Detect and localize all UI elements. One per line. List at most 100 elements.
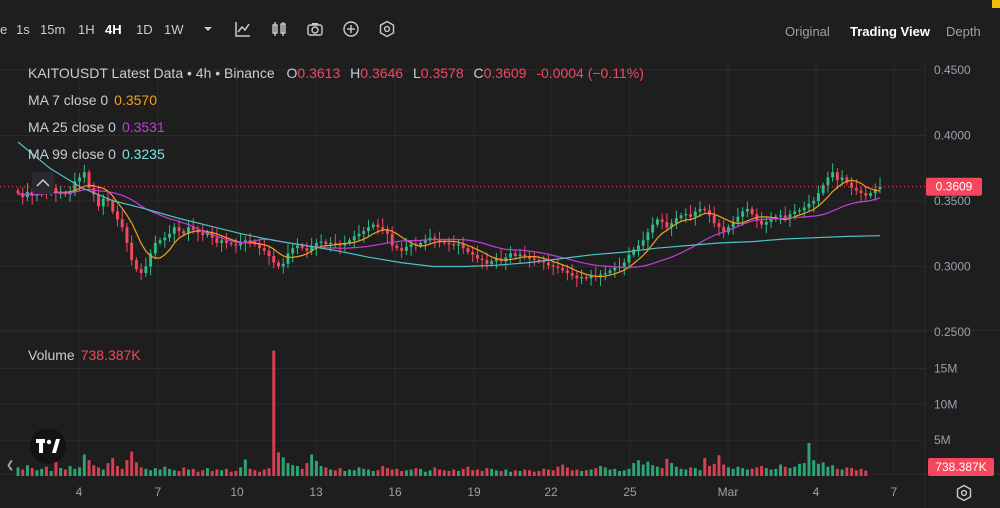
candle-body (722, 227, 726, 233)
interval-1d[interactable]: 1D (136, 22, 153, 37)
candle-body (428, 237, 432, 241)
candle-body (310, 246, 314, 251)
volume-bar (665, 458, 669, 476)
camera-icon[interactable] (306, 20, 324, 38)
candle-body (35, 194, 39, 196)
volume-bar (551, 470, 555, 476)
settings-hex-icon[interactable] (378, 20, 396, 38)
volume-bar (234, 470, 238, 476)
volume-bar (229, 471, 233, 476)
volume-bar (92, 465, 96, 476)
tab-depth[interactable]: Depth (946, 24, 981, 39)
volume-bar (134, 462, 138, 476)
interval-1s[interactable]: 1s (16, 22, 30, 37)
candle-body (248, 240, 252, 242)
tab-trading-view[interactable]: Trading View (850, 24, 930, 39)
dropdown-caret-icon[interactable] (202, 22, 220, 40)
volume-bar (589, 469, 593, 476)
candle-body (717, 223, 721, 228)
interval-4h[interactable]: 4H (105, 22, 122, 37)
volume-bar (54, 461, 58, 476)
last-volume-label: 738.387K (935, 460, 986, 474)
add-icon[interactable] (342, 20, 360, 38)
volume-bar (319, 465, 323, 476)
candle-body (163, 237, 167, 241)
candle-body (92, 187, 96, 195)
volume-bar (172, 470, 176, 476)
high-value: 0.3646 (360, 65, 404, 81)
volume-bar (101, 469, 105, 476)
candle-body (665, 221, 669, 228)
chart-settings-gear-icon[interactable] (955, 484, 973, 502)
candle-body (54, 187, 58, 194)
candle-body (570, 273, 574, 276)
volume-bar (452, 469, 456, 476)
price-tick-label: 0.3000 (934, 260, 971, 274)
volume-bar (385, 468, 389, 476)
interval-1h[interactable]: 1H (78, 22, 95, 37)
candle-body (689, 214, 693, 217)
candle-body (641, 240, 645, 246)
volume-bar (584, 470, 588, 476)
candle-body (16, 190, 20, 194)
candle-body (565, 270, 569, 274)
candle-body (168, 233, 172, 238)
interval-1w[interactable]: 1W (164, 22, 184, 37)
price-tick-label: 0.2500 (934, 325, 971, 339)
candle-body (343, 242, 347, 246)
candle-body (760, 220, 764, 225)
volume-bar (509, 471, 513, 476)
volume-bar (712, 463, 716, 476)
volume-bar (243, 459, 247, 476)
candle-body (144, 266, 148, 274)
volume-bar (736, 466, 740, 476)
candle-body (106, 198, 110, 201)
volume-bar (286, 463, 290, 476)
interval-partial[interactable]: e (0, 22, 8, 37)
candle-body (561, 267, 565, 271)
candle-body (779, 215, 783, 217)
time-tick-label: 10 (230, 485, 244, 499)
volume-bar (97, 467, 100, 476)
volume-bar (343, 470, 347, 476)
candle-body (869, 193, 872, 196)
candle-body (636, 245, 640, 250)
candle-body (580, 276, 584, 279)
candle-body (395, 245, 399, 249)
volume-bar (546, 469, 550, 476)
candle-body (679, 215, 683, 219)
candle-body (831, 172, 835, 178)
candle-body (684, 214, 688, 216)
candle-body (750, 208, 754, 215)
scroll-left-icon[interactable]: ❮ (6, 460, 15, 471)
tab-original[interactable]: Original (785, 24, 830, 39)
candle-type-icon[interactable] (270, 20, 288, 38)
volume-bar (646, 461, 650, 476)
ma99-label: MA 99 close 0 (28, 146, 116, 162)
volume-bar (239, 467, 243, 476)
candle-body (305, 248, 309, 251)
volume-bar (565, 467, 569, 476)
price-chart[interactable]: 0.4500 0.4000 0.3500 0.3000 0.2500 15M 10M 5M 4 7… (0, 62, 1000, 508)
interval-15m[interactable]: 15m (40, 22, 66, 37)
ma99-line (17, 141, 881, 268)
volume-bar (158, 469, 162, 476)
candle-body (878, 186, 882, 190)
indicators-icon[interactable] (234, 20, 252, 38)
volume-bar (622, 470, 626, 476)
volume-bar (390, 469, 394, 476)
volume-bar (504, 469, 508, 476)
volume-bar (632, 463, 636, 476)
volume-bar (248, 468, 252, 476)
volume-bar (433, 467, 437, 476)
volume-bar (423, 471, 427, 476)
volume-bar (722, 464, 726, 476)
volume-bar (300, 468, 304, 476)
candle-body (243, 240, 247, 243)
volume-bar (447, 470, 451, 476)
low-value: 0.3578 (420, 65, 464, 81)
volume-bar (613, 468, 617, 476)
volume-bar (783, 466, 787, 476)
candle-body (646, 232, 650, 241)
volume-bar (684, 469, 688, 476)
